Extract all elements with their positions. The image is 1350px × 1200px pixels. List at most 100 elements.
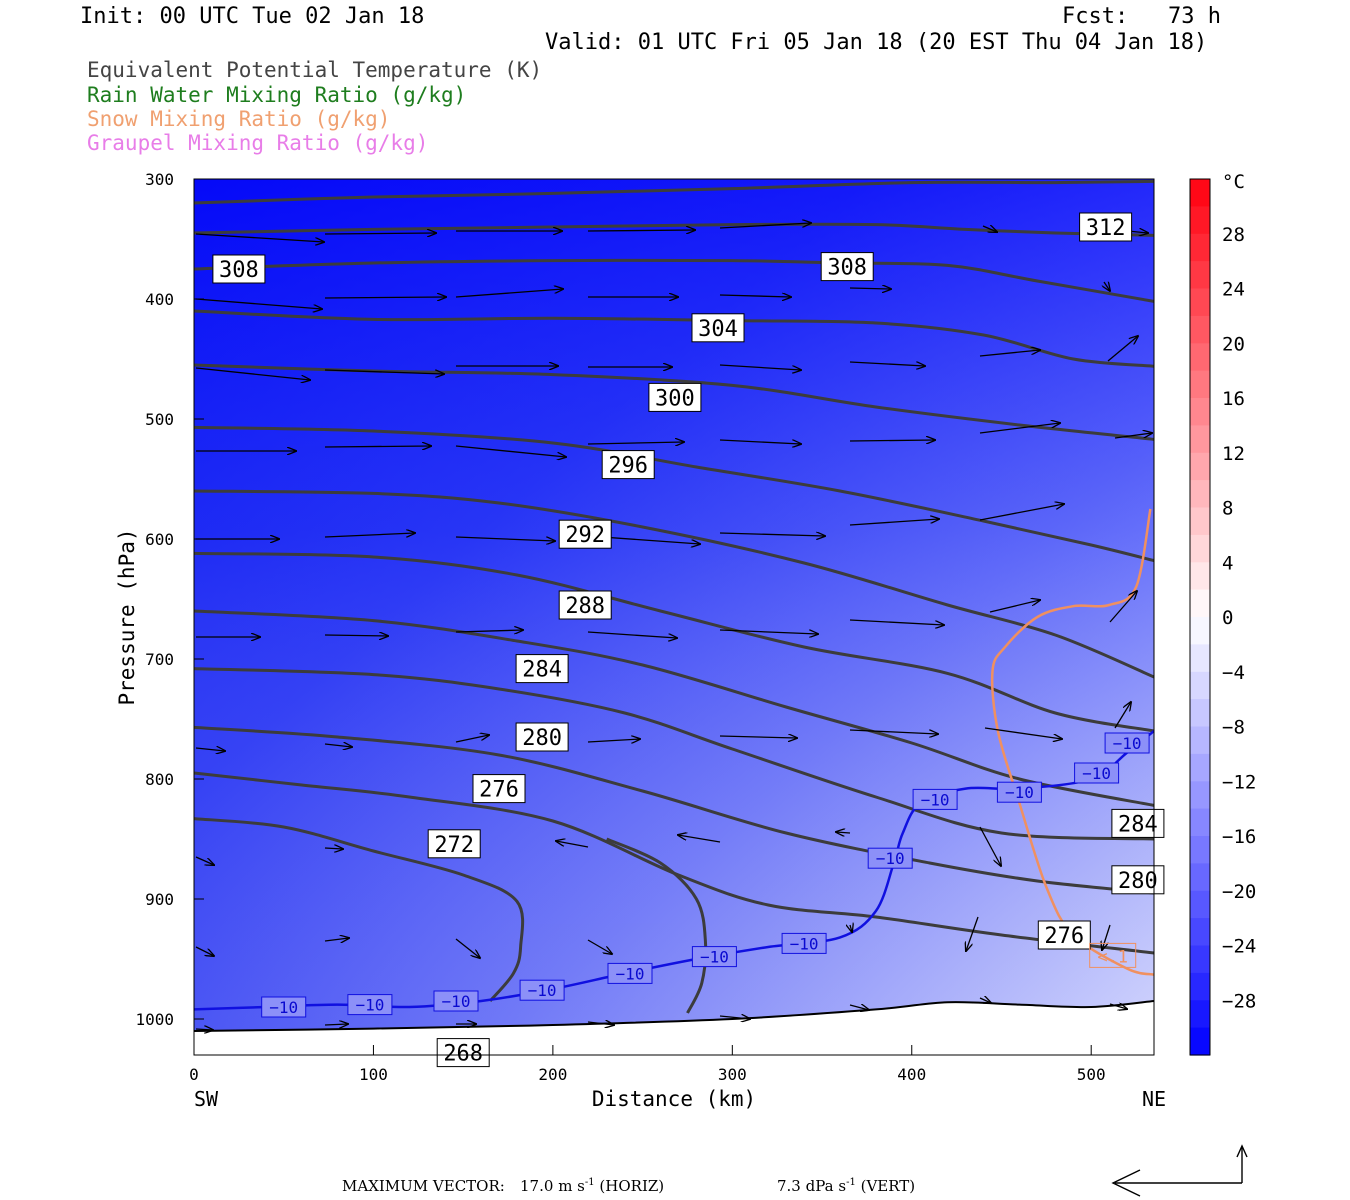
colorbar-cell (1190, 233, 1210, 262)
vector-key-arrows (1111, 1144, 1248, 1197)
wind-vector (719, 295, 791, 297)
max-vector-horiz: 17.0 m s-1 (HORIZ) (520, 1177, 664, 1195)
max-vector-vert-exponent: -1 (846, 1177, 856, 1188)
wind-vector (455, 938, 480, 958)
max-vector-vert-unit: dPa s (805, 1177, 847, 1195)
svg-text:−10: −10 (1005, 783, 1034, 802)
y-axis-label: Pressure (hPa) (115, 528, 139, 705)
theta-e-contour (194, 725, 1154, 895)
colorbar-cell (1190, 617, 1210, 645)
wind-vector (849, 440, 935, 441)
theta-e-label: 276 (1037, 920, 1091, 950)
svg-text:280: 280 (522, 726, 562, 751)
wind-vector (1107, 336, 1138, 362)
svg-text:284: 284 (1118, 812, 1158, 837)
svg-text:312: 312 (1086, 216, 1126, 241)
theta-e-label: 268 (436, 1038, 490, 1068)
wind-vector (324, 533, 415, 538)
wind-vector (587, 631, 677, 638)
colorbar-tick-label: −8 (1222, 717, 1245, 739)
wind-vector (455, 536, 555, 541)
colorbar-cell (1190, 753, 1210, 782)
theta-e-label: 276 (472, 774, 526, 804)
x-tick-label: 0 (189, 1065, 199, 1084)
theta-e-label: 312 (1079, 212, 1133, 242)
colorbar-cell (1190, 726, 1210, 755)
colorbar-cell (1190, 206, 1210, 235)
max-vector-horiz-tag: (HORIZ) (599, 1177, 665, 1195)
wind-vector (984, 727, 1062, 739)
theta-e-contour (194, 179, 1154, 205)
colorbar-tick-label: 16 (1222, 388, 1245, 410)
colorbar-tick-label: −16 (1222, 826, 1256, 848)
wind-vector (587, 1022, 614, 1025)
wind-vector (836, 832, 851, 833)
colorbar-cell (1190, 972, 1210, 1001)
y-tick-label: 700 (145, 650, 174, 669)
wind-vector (587, 230, 695, 231)
wind-vector (195, 1029, 213, 1030)
isotherm-label: −10 (261, 996, 307, 1018)
wind-vector (324, 233, 436, 234)
theta-e-contour (194, 551, 1154, 733)
isotherm-label: −10 (607, 962, 653, 984)
colorbar-cell (1190, 562, 1210, 591)
colorbar-cell (1190, 890, 1210, 919)
wind-vector (719, 364, 801, 370)
max-vector-vert-tag: (VERT) (860, 1177, 916, 1195)
wind-vector (849, 288, 891, 289)
wind-vector (1114, 702, 1131, 729)
theta-e-contour (194, 667, 1154, 841)
x-tick-label: 500 (1077, 1065, 1106, 1084)
wind-vector (195, 946, 214, 956)
terrain-outline (194, 1000, 1154, 1032)
wind-vector (719, 629, 818, 634)
valid-time: Valid: 01 UTC Fri 05 Jan 18 (20 EST Thu … (545, 30, 1208, 55)
colorbar-cell (1190, 480, 1210, 509)
y-tick-label: 600 (145, 530, 174, 549)
wind-vector (1109, 1004, 1127, 1009)
wind-vector (587, 739, 640, 742)
wind-vector (556, 841, 589, 848)
theta-e-label: 292 (558, 519, 612, 549)
colorbar-cell (1190, 836, 1210, 864)
colorbar-cell (1190, 699, 1210, 728)
isotherm-label: −10 (519, 979, 565, 1001)
wind-vector (989, 600, 1040, 613)
wind-vector (195, 298, 322, 309)
wind-vector (195, 367, 310, 380)
colorbar-tick-label: 0 (1222, 607, 1233, 629)
wind-vector (849, 1005, 869, 1010)
colorbar-cell (1190, 343, 1210, 372)
wind-vector (455, 630, 523, 632)
theta-e-label: 296 (601, 450, 655, 480)
wind-vector (979, 504, 1064, 521)
isotherm-label: −10 (1074, 762, 1120, 784)
wind-vector (979, 826, 1001, 866)
wind-vector (324, 369, 444, 374)
svg-text:−10: −10 (700, 948, 729, 967)
x-end-label-left: SW (194, 1087, 219, 1111)
init-time: Init: 00 UTC Tue 02 Jan 18 (80, 4, 425, 29)
svg-text:288: 288 (565, 594, 605, 619)
isotherm-label: −10 (867, 847, 913, 869)
wind-vector (849, 361, 925, 366)
isotherm-label: −10 (996, 781, 1042, 803)
theta-e-label: 308 (212, 254, 266, 284)
svg-text:−10: −10 (528, 981, 557, 1000)
theta-e-contour (194, 609, 1154, 807)
wind-vector (455, 735, 489, 743)
wind-vector (324, 635, 388, 636)
theta-e-contour (606, 837, 708, 1014)
colorbar-tick-label: −4 (1222, 662, 1245, 684)
svg-text:−10: −10 (269, 998, 298, 1017)
legend-rain: Rain Water Mixing Ratio (g/kg) (87, 83, 467, 107)
colorbar-cell (1190, 671, 1210, 700)
theta-e-label: 308 (820, 252, 874, 282)
colorbar-cell (1190, 534, 1210, 563)
svg-text:280: 280 (1118, 869, 1158, 894)
isotherm-label: −10 (433, 990, 479, 1012)
wind-vector (982, 226, 997, 232)
colorbar-tick-label: 20 (1222, 333, 1245, 355)
snow-label: <.1 (1089, 942, 1137, 968)
